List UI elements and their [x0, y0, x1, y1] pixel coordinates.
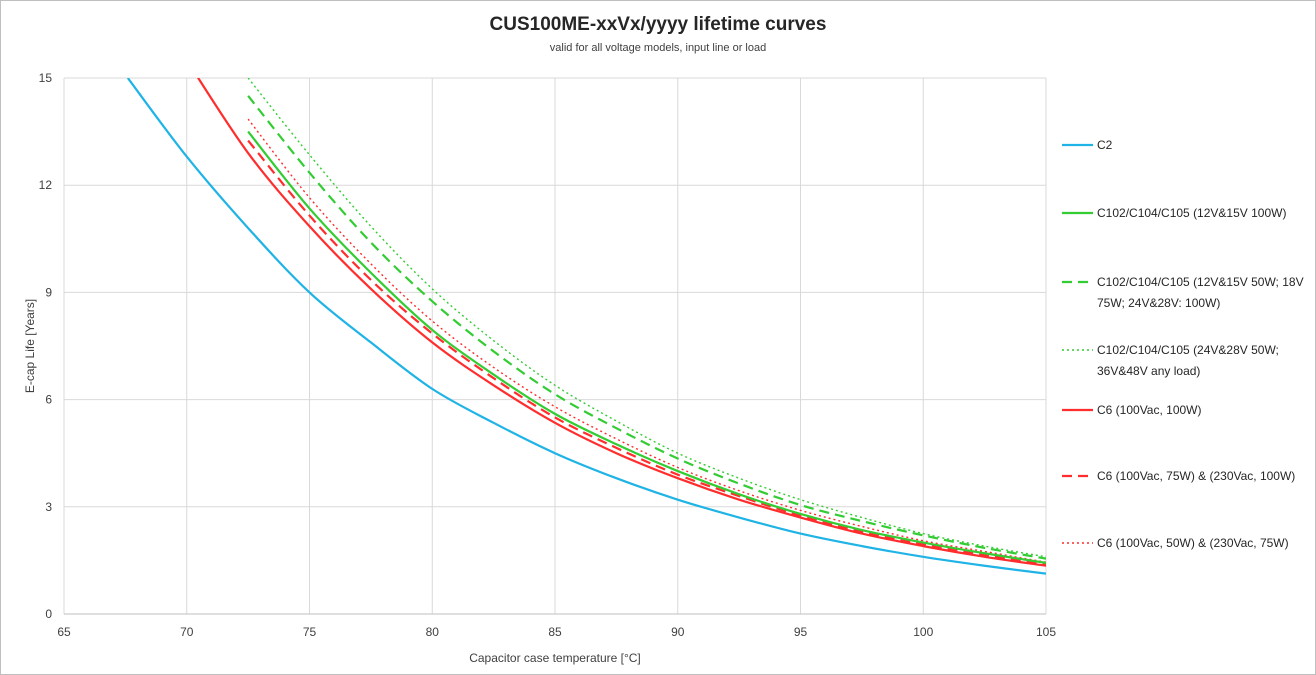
x-tick-label: 75 — [303, 625, 317, 639]
x-tick-labels: 65 70 75 80 85 90 95 100 105 — [57, 625, 1056, 639]
chart-title: CUS100ME-xxVx/yyyy lifetime curves — [489, 14, 827, 35]
y-tick-label: 12 — [39, 178, 53, 192]
series-line — [247, 78, 1046, 558]
legend-entry-label: C102/C104/C105 (12V&15V 50W; 18V 75W; 24V… — [1097, 275, 1304, 310]
series-line — [247, 139, 1046, 566]
series-line — [247, 130, 1046, 564]
legend-entry-label: C102/C104/C105 (12V&15V 100W) — [1097, 206, 1286, 220]
y-tick-labels: 0 3 6 9 12 15 — [39, 71, 53, 621]
y-tick-label: 6 — [45, 393, 52, 407]
x-tick-label: 70 — [180, 625, 194, 639]
series-line — [247, 118, 1046, 563]
y-axis-label: E-cap Life [Years] — [23, 299, 37, 393]
x-tick-label: 105 — [1036, 625, 1056, 639]
legend-entry-label: C2 — [1097, 138, 1113, 152]
x-tick-label: 80 — [426, 625, 440, 639]
legend: C2 C102/C104/C105 (12V&15V 100W) C102/C104… — [1062, 138, 1304, 550]
y-tick-label: 9 — [45, 285, 52, 299]
legend-entry-label: C6 (100Vac, 100W) — [1097, 403, 1202, 417]
series-line — [247, 95, 1046, 560]
y-tick-label: 0 — [45, 607, 52, 621]
x-axis-label: Capacitor case temperature [°C] — [469, 651, 641, 665]
x-tick-label: 95 — [794, 625, 808, 639]
series-line — [126, 78, 1046, 575]
legend-entry-label: C6 (100Vac, 75W) & (230Vac, 100W) — [1097, 469, 1295, 483]
x-tick-label: 90 — [671, 625, 685, 639]
chart-subtitle: valid for all voltage models, input line… — [549, 42, 767, 54]
x-tick-label: 85 — [548, 625, 562, 639]
legend-entry-label: C6 (100Vac, 50W) & (230Vac, 75W) — [1097, 536, 1289, 550]
y-tick-label: 3 — [45, 500, 52, 514]
x-tick-label: 100 — [913, 625, 933, 639]
series-line — [196, 78, 1046, 567]
x-tick-label: 65 — [57, 625, 71, 639]
grid-lines — [63, 77, 1047, 615]
legend-entry-label: C102/C104/C105 (24V&28V 50W; 36V&48V any … — [1097, 343, 1279, 378]
y-tick-label: 15 — [39, 71, 53, 85]
